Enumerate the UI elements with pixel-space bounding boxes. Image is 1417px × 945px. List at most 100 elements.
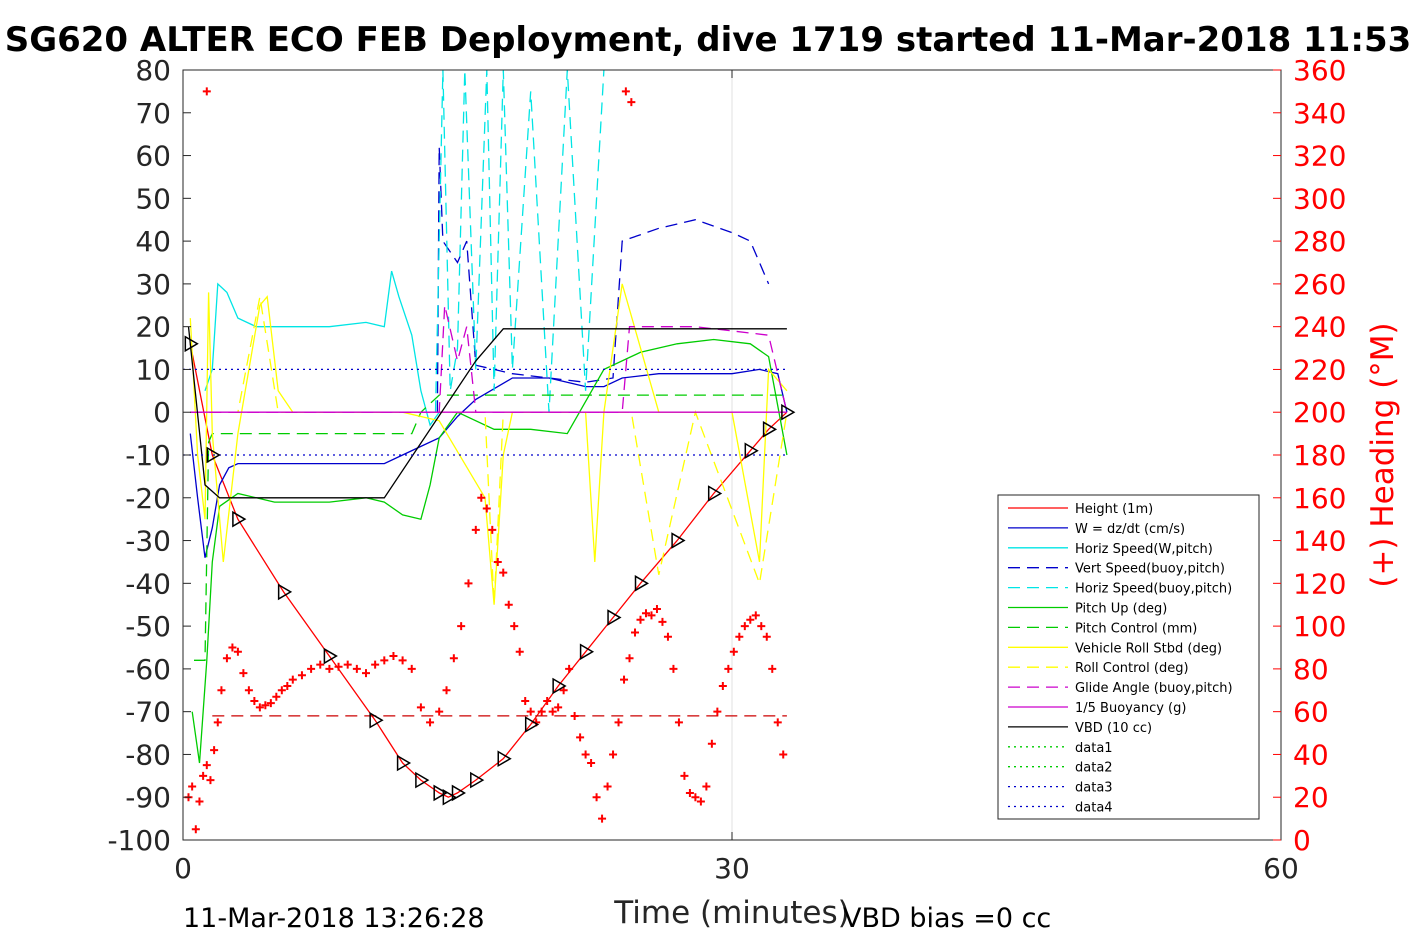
- height-sample-marker: [277, 583, 293, 601]
- legend-label: 1/5 Buoyancy (g): [1075, 701, 1186, 716]
- right-y-tick-label: 120: [1293, 567, 1346, 600]
- heading-point: [352, 664, 361, 673]
- right-y-tick-label: 20: [1293, 781, 1329, 814]
- left-y-tick-label: 40: [135, 225, 171, 258]
- right-y-tick-label: 320: [1293, 140, 1346, 173]
- left-y-tick-label: -40: [125, 567, 171, 600]
- heading-point: [416, 703, 425, 712]
- heading-point: [521, 696, 530, 705]
- height-sample-marker: [323, 647, 338, 665]
- heading-point: [334, 662, 343, 671]
- heading-point: [288, 675, 297, 684]
- heading-point: [504, 600, 513, 609]
- heading-point: [779, 750, 788, 759]
- heading-point: [696, 797, 705, 806]
- heading-point: [614, 718, 623, 727]
- heading-point: [210, 746, 219, 755]
- height-sample-marker: [781, 403, 796, 421]
- heading-point: [239, 669, 248, 678]
- heading-point: [663, 632, 672, 641]
- left-y-tick-label: 20: [135, 311, 171, 344]
- left-y-tick-label: 50: [135, 182, 171, 215]
- height-sample-marker: [744, 442, 759, 460]
- heading-point: [674, 718, 683, 727]
- heading-point: [685, 788, 694, 797]
- heading-point: [757, 622, 766, 631]
- chart-title: SG620 ALTER ECO FEB Deployment, dive 171…: [5, 20, 1412, 60]
- left-y-tick-label: -20: [125, 482, 171, 515]
- heading-point: [272, 692, 281, 701]
- heading-point: [277, 686, 286, 695]
- heading-point: [581, 750, 590, 759]
- left-y-tick-label: -70: [125, 696, 171, 729]
- heading-point: [457, 622, 466, 631]
- right-y-tick-label: 0: [1293, 824, 1311, 857]
- heading-point: [762, 632, 771, 641]
- left-y-tick-label: -30: [125, 525, 171, 558]
- heading-point: [482, 504, 491, 513]
- height-sample-markers: [184, 335, 796, 806]
- heading-point: [735, 632, 744, 641]
- x-tick-label: 0: [174, 852, 192, 885]
- legend-label: W = dz/dt (cm/s): [1075, 522, 1185, 537]
- x-tick-label: 30: [714, 852, 750, 885]
- heading-point: [620, 675, 629, 684]
- legend-label: Vert Speed(buoy,pitch): [1075, 562, 1225, 577]
- series-line-vbd-10-cc: [187, 326, 787, 499]
- heading-point: [266, 699, 275, 708]
- footer-timestamp: 11-Mar-2018 13:26:28: [183, 903, 485, 934]
- heading-point: [228, 643, 237, 652]
- heading-point: [488, 525, 497, 534]
- heading-point: [576, 733, 585, 742]
- heading-point: [680, 771, 689, 780]
- heading-point: [773, 718, 782, 727]
- series-line-horiz-speed-w-pitch: [204, 270, 440, 427]
- height-sample-marker: [762, 421, 778, 438]
- right-y-tick-label: 100: [1293, 610, 1346, 643]
- heading-point: [199, 771, 208, 780]
- left-y-ticks: 80 70 60 50 40 30 20 10 0 -10 -20 -30 -40 -50 -60 -70 -8…: [107, 54, 191, 857]
- left-y-tick-label: 30: [135, 268, 171, 301]
- heading-point: [188, 782, 197, 791]
- left-y-tick-label: -100: [107, 824, 171, 857]
- heading-point: [261, 701, 270, 710]
- heading-point: [565, 664, 574, 673]
- heading-point: [217, 686, 226, 695]
- left-y-tick-label: 80: [135, 54, 171, 87]
- left-y-tick-label: -80: [125, 738, 171, 771]
- height-sample-marker: [497, 750, 512, 768]
- right-y-tick-label: 300: [1293, 182, 1346, 215]
- series-line-horiz-speed-buoy-pitch: [434, 70, 605, 413]
- heading-point: [325, 664, 334, 673]
- heading-point: [442, 686, 451, 695]
- heading-point: [647, 611, 656, 620]
- heading-point: [707, 739, 716, 748]
- left-y-tick-label: 0: [153, 396, 171, 429]
- right-y-tick-label: 260: [1293, 268, 1346, 301]
- heading-point: [206, 776, 215, 785]
- left-y-tick-label: -90: [125, 781, 171, 814]
- right-y-tick-label: 220: [1293, 353, 1346, 386]
- left-y-tick-label: -50: [125, 610, 171, 643]
- heading-point: [515, 647, 524, 656]
- right-y-tick-label: 60: [1293, 696, 1329, 729]
- heading-point: [718, 682, 727, 690]
- height-sample-marker: [433, 784, 448, 802]
- height-sample-marker: [707, 485, 723, 502]
- heading-point: [691, 793, 700, 802]
- x-axis-label: Time (minutes): [613, 895, 849, 931]
- heading-point: [449, 654, 458, 663]
- series-line-vert-speed-buoy-pitch: [436, 146, 770, 413]
- height-sample-marker: [369, 711, 384, 729]
- heading-point: [464, 579, 473, 588]
- heading-point: [477, 493, 486, 502]
- heading-point: [191, 825, 200, 834]
- heading-point: [371, 660, 380, 669]
- heading-point: [570, 711, 579, 720]
- height-sample-marker: [442, 788, 457, 806]
- legend: Height (1m) W = dz/dt (cm/s) Horiz Speed(W…: [997, 494, 1260, 820]
- legend-label: Pitch Control (mm): [1075, 621, 1197, 636]
- height-sample-marker: [451, 784, 466, 802]
- legend-label: Pitch Up (deg): [1075, 602, 1167, 617]
